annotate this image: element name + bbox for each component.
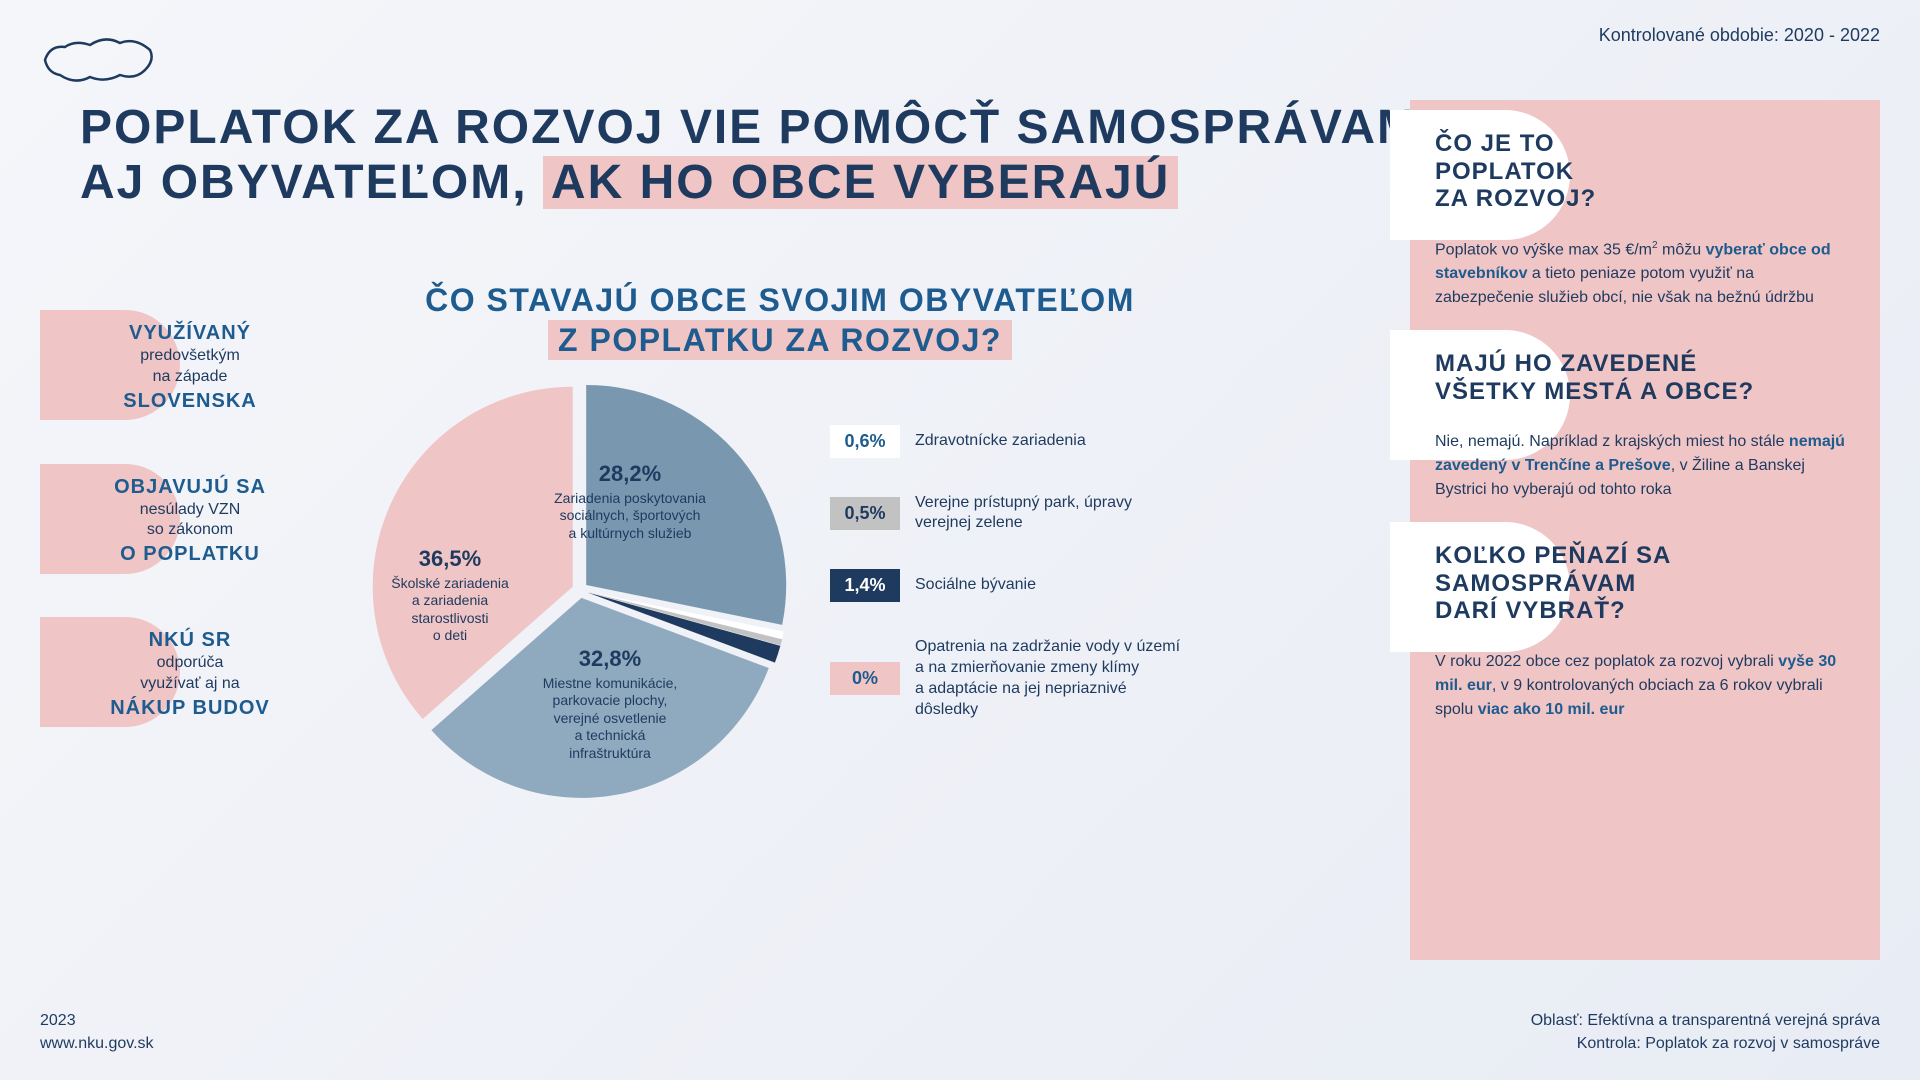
footer-year: 2023 (40, 1010, 154, 1032)
pie-slice-label: 28,2%Zariadenia poskytovaniasociálnych, … (545, 460, 715, 542)
qa-panel: ČO JE TOPOPLATOKZA ROZVOJ? Poplatok vo v… (1410, 100, 1880, 960)
legend-text: Opatrenia na zadržanie vody v územía na … (915, 637, 1190, 720)
legend-badge: 0% (830, 662, 900, 695)
pie-legend: 0,6% Zdravotnícke zariadenia 0,5% Verejne… (830, 425, 1190, 756)
chart-title-line2: Z POPLATKU ZA ROZVOJ? (548, 320, 1012, 360)
legend-row: 0,6% Zdravotnícke zariadenia (830, 425, 1190, 458)
qa-body: V roku 2022 obce cez poplatok za rozvoj … (1435, 650, 1855, 722)
qa-block: MAJÚ HO ZAVEDENÉVŠETKY MESTÁ A OBCE? Nie… (1435, 350, 1855, 502)
period-label: Kontrolované obdobie: 2020 - 2022 (1599, 25, 1880, 46)
legend-text: Verejne prístupný park, úpravy verejnej … (915, 493, 1190, 535)
qa-block: KOĽKO PEŇAZÍ SASAMOSPRÁVAMDARÍ VYBRAŤ? V… (1435, 542, 1855, 722)
title-line1: POPLATOK ZA ROZVOJ VIE POMÔCŤ SAMOSPRÁVA… (80, 101, 1419, 154)
legend-badge: 1,4% (830, 569, 900, 602)
legend-badge: 0,6% (830, 425, 900, 458)
pie-chart: 28,2%Zariadenia poskytovaniasociálnych, … (370, 380, 790, 800)
footer-left: 2023 www.nku.gov.sk (40, 1010, 154, 1055)
pie-slice-label: 32,8%Miestne komunikácie,parkovacie ploc… (525, 645, 695, 762)
main-title: POPLATOK ZA ROZVOJ VIE POMÔCŤ SAMOSPRÁVA… (80, 100, 1419, 210)
qa-body: Nie, nemajú. Napríklad z krajských miest… (1435, 430, 1855, 502)
qa-title: KOĽKO PEŇAZÍ SASAMOSPRÁVAMDARÍ VYBRAŤ? (1435, 542, 1855, 625)
legend-row: 0,5% Verejne prístupný park, úpravy vere… (830, 493, 1190, 535)
legend-row: 1,4% Sociálne bývanie (830, 569, 1190, 602)
title-line2-highlight: AK HO OBCE VYBERAJÚ (543, 156, 1178, 209)
left-bullets: VYUŽÍVANÝ predovšetkýmna západe SLOVENSK… (80, 320, 300, 781)
legend-row: 0% Opatrenia na zadržanie vody v územía … (830, 637, 1190, 720)
footer-right: Oblasť: Efektívna a transparentná verejn… (1531, 1010, 1880, 1055)
footer-url: www.nku.gov.sk (40, 1033, 154, 1055)
slovakia-map-icon (40, 25, 160, 100)
footer-area: Oblasť: Efektívna a transparentná verejn… (1531, 1010, 1880, 1032)
footer-control: Kontrola: Poplatok za rozvoj v samospráv… (1531, 1033, 1880, 1055)
title-line2-pre: AJ OBYVATEĽOM, (80, 156, 528, 209)
chart-title-line1: ČO STAVAJÚ OBCE SVOJIM OBYVATEĽOM (425, 282, 1135, 318)
chart-area: ČO STAVAJÚ OBCE SVOJIM OBYVATEĽOM Z POPL… (370, 280, 1190, 800)
qa-block: ČO JE TOPOPLATOKZA ROZVOJ? Poplatok vo v… (1435, 130, 1855, 310)
bullet-item: NKÚ SR odporúčavyužívať aj na NÁKUP BUDO… (80, 627, 300, 721)
legend-badge: 0,5% (830, 497, 900, 530)
pie-slice-label: 36,5%Školské zariadeniaa zariadeniastaro… (365, 545, 535, 645)
qa-body: Poplatok vo výške max 35 €/m2 môžu vyber… (1435, 238, 1855, 310)
bullet-item: VYUŽÍVANÝ predovšetkýmna západe SLOVENSK… (80, 320, 300, 414)
qa-title: MAJÚ HO ZAVEDENÉVŠETKY MESTÁ A OBCE? (1435, 350, 1855, 405)
legend-text: Sociálne bývanie (915, 575, 1036, 596)
chart-title: ČO STAVAJÚ OBCE SVOJIM OBYVATEĽOM Z POPL… (370, 280, 1190, 360)
qa-title: ČO JE TOPOPLATOKZA ROZVOJ? (1435, 130, 1855, 213)
bullet-item: OBJAVUJÚ SA nesúlady VZNso zákonom O POP… (80, 474, 300, 568)
legend-text: Zdravotnícke zariadenia (915, 431, 1086, 452)
